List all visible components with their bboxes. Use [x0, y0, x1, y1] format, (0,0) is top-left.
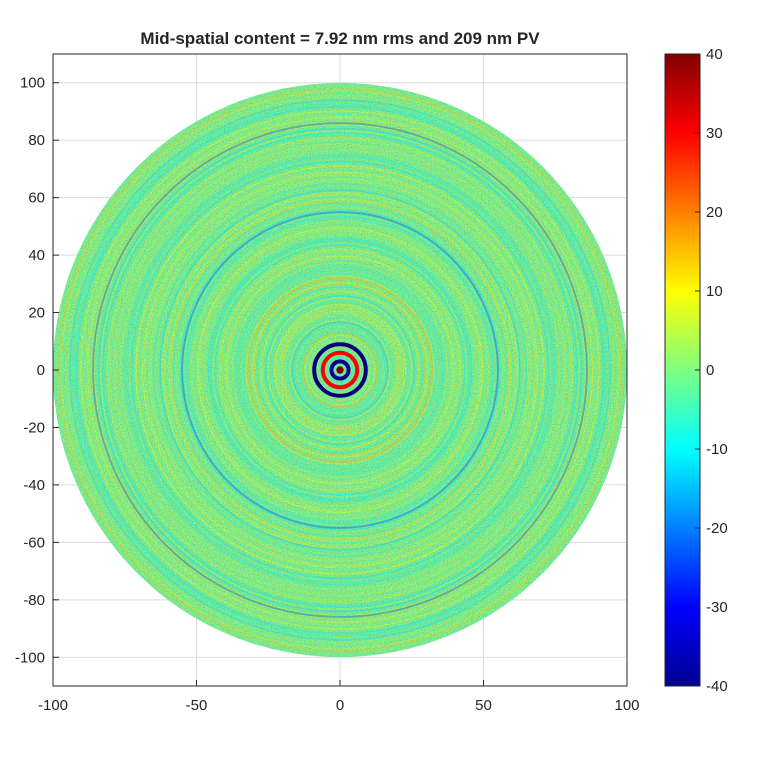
- plot-area: -100 -50 0 50 100 100 80 60 40 20 0 -20 -40 -60 -80 -1…: [15, 53, 640, 714]
- x-tick-label: 100: [614, 697, 639, 714]
- colorbar-tick-label: 10: [706, 283, 723, 300]
- x-tick-label: 0: [336, 697, 344, 714]
- colorbar-gradient: [664, 53, 701, 687]
- central-ring: [320, 350, 360, 390]
- center-spot: [336, 366, 344, 374]
- colorbar-tick-label: -20: [706, 520, 728, 537]
- x-tick-label: -100: [38, 697, 68, 714]
- colorbar-tick-label: 30: [706, 125, 723, 142]
- y-tick-label: 0: [37, 362, 45, 379]
- colorbar-tick-label: 0: [706, 362, 714, 379]
- central-rings: [312, 342, 368, 398]
- y-tick-label: -60: [23, 534, 45, 551]
- chart-title: Mid-spatial content = 7.92 nm rms and 20…: [140, 29, 540, 48]
- y-tick-label: -20: [23, 419, 45, 436]
- y-axis: 100 80 60 40 20 0 -20 -40 -60 -80 -100: [15, 75, 59, 666]
- colorbar: 40 30 20 10 0 -10 -20 -30 -40: [664, 46, 728, 695]
- y-tick-label: 20: [28, 305, 45, 322]
- y-tick-label: 40: [28, 247, 45, 264]
- y-tick-label: -100: [15, 649, 45, 666]
- colorbar-tick-label: -10: [706, 441, 728, 458]
- x-tick-label: -50: [186, 697, 208, 714]
- colorbar-tick-label: 20: [706, 204, 723, 221]
- central-ring: [329, 359, 351, 381]
- colorbar-tick-label: -30: [706, 599, 728, 616]
- colorbar-ticks: 40 30 20 10 0 -10 -20 -30 -40: [695, 46, 728, 695]
- x-axis: -100 -50 0 50 100: [38, 680, 640, 714]
- central-ring: [312, 342, 368, 398]
- y-tick-label: 100: [20, 75, 45, 92]
- surface-map: [52, 82, 628, 658]
- colorbar-tick-label: -40: [706, 678, 728, 695]
- y-tick-label: 60: [28, 190, 45, 207]
- colorbar-tick-label: 40: [706, 46, 723, 63]
- y-tick-label: -80: [23, 592, 45, 609]
- y-tick-label: -40: [23, 477, 45, 494]
- y-tick-label: 80: [28, 132, 45, 149]
- x-tick-label: 50: [475, 697, 492, 714]
